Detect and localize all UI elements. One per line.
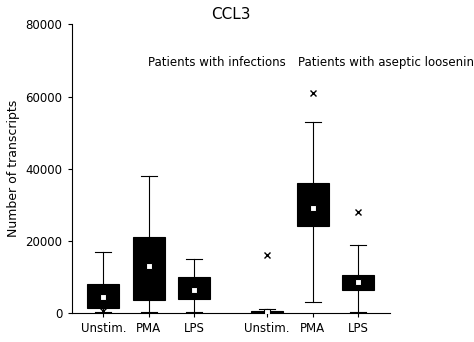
PathPatch shape [251, 311, 283, 313]
PathPatch shape [297, 183, 328, 226]
PathPatch shape [88, 284, 119, 307]
Text: Patients with aseptic loosening: Patients with aseptic loosening [298, 55, 474, 68]
Title: CCL3: CCL3 [211, 7, 251, 22]
Text: Patients with infections: Patients with infections [148, 55, 286, 68]
PathPatch shape [133, 237, 165, 300]
Y-axis label: Number of transcripts: Number of transcripts [7, 100, 20, 237]
PathPatch shape [342, 275, 374, 290]
PathPatch shape [179, 277, 210, 299]
